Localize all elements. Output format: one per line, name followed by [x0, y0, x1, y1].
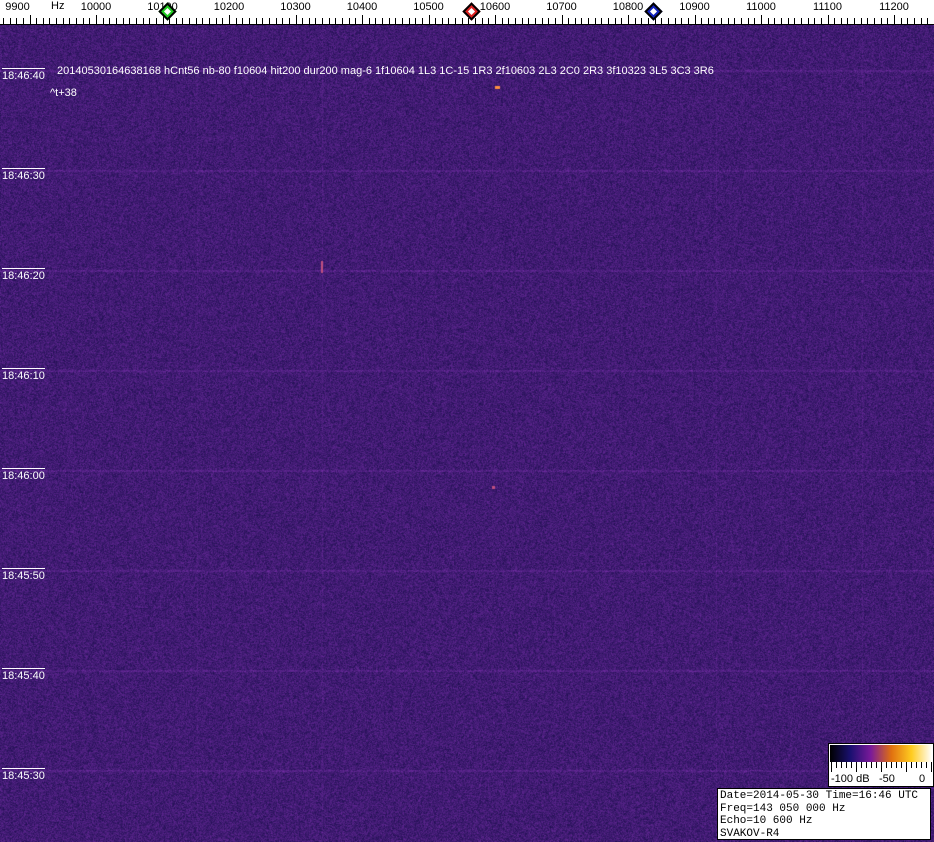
time-label: 18:46:20	[2, 268, 45, 282]
axis-tick-label: 10800	[613, 1, 644, 13]
axis-tick-label: 10000	[81, 1, 112, 13]
time-label: 18:46:10	[2, 368, 45, 382]
axis-tick-label: 10600	[480, 1, 511, 13]
colorbar-mid: -50	[879, 773, 895, 785]
station-name: SVAKOV-R4	[720, 827, 780, 840]
colorbar-max: 0	[919, 773, 926, 785]
time-label: 18:46:40	[2, 68, 45, 82]
colorbar-ticks	[831, 762, 932, 772]
date-time: Date=2014-05-30 Time=16:46 UTC	[720, 790, 919, 802]
axis-tick-label: 10700	[546, 1, 577, 13]
frequency-axis: 9900100001010010200103001040010500106001…	[0, 0, 934, 25]
axis-tick-label: 10200	[214, 1, 245, 13]
time-label: 18:45:50	[2, 568, 45, 582]
axis-tick-label: 9900	[5, 1, 29, 13]
time-label: 18:45:30	[2, 768, 45, 782]
time-label: 18:45:40	[2, 668, 45, 682]
colorbar-min: -100 dB	[831, 773, 870, 785]
waterfall-display[interactable]	[0, 25, 934, 842]
echo-frequency: Echo=10 600 Hz	[720, 815, 813, 827]
frequency-ticks: 9900100001010010200103001040010500106001…	[0, 1, 934, 25]
info-box: Date=2014-05-30 Time=16:46 UTC Freq=143 …	[717, 788, 931, 840]
axis-tick-label: 11000	[746, 1, 776, 13]
detection-offset: ^t+38	[50, 87, 77, 99]
colorbar-gradient	[830, 745, 932, 762]
axis-tick-label: 11200	[879, 1, 909, 13]
frequency: Freq=143 050 000 Hz	[720, 802, 846, 815]
detection-info: 20140530164638168 hCnt56 nb-80 f10604 hi…	[57, 65, 714, 77]
axis-tick-label: 10900	[679, 1, 710, 13]
time-label: 18:46:30	[2, 168, 45, 182]
axis-unit: Hz	[51, 0, 65, 12]
axis-tick-label: 10300	[280, 1, 311, 13]
axis-tick-label: 10400	[347, 1, 378, 13]
axis-tick-label: 11100	[813, 1, 842, 13]
colorbar: -100 dB -50 0	[828, 743, 934, 787]
time-label: 18:46:00	[2, 468, 45, 482]
axis-tick-label: 10500	[413, 1, 444, 13]
